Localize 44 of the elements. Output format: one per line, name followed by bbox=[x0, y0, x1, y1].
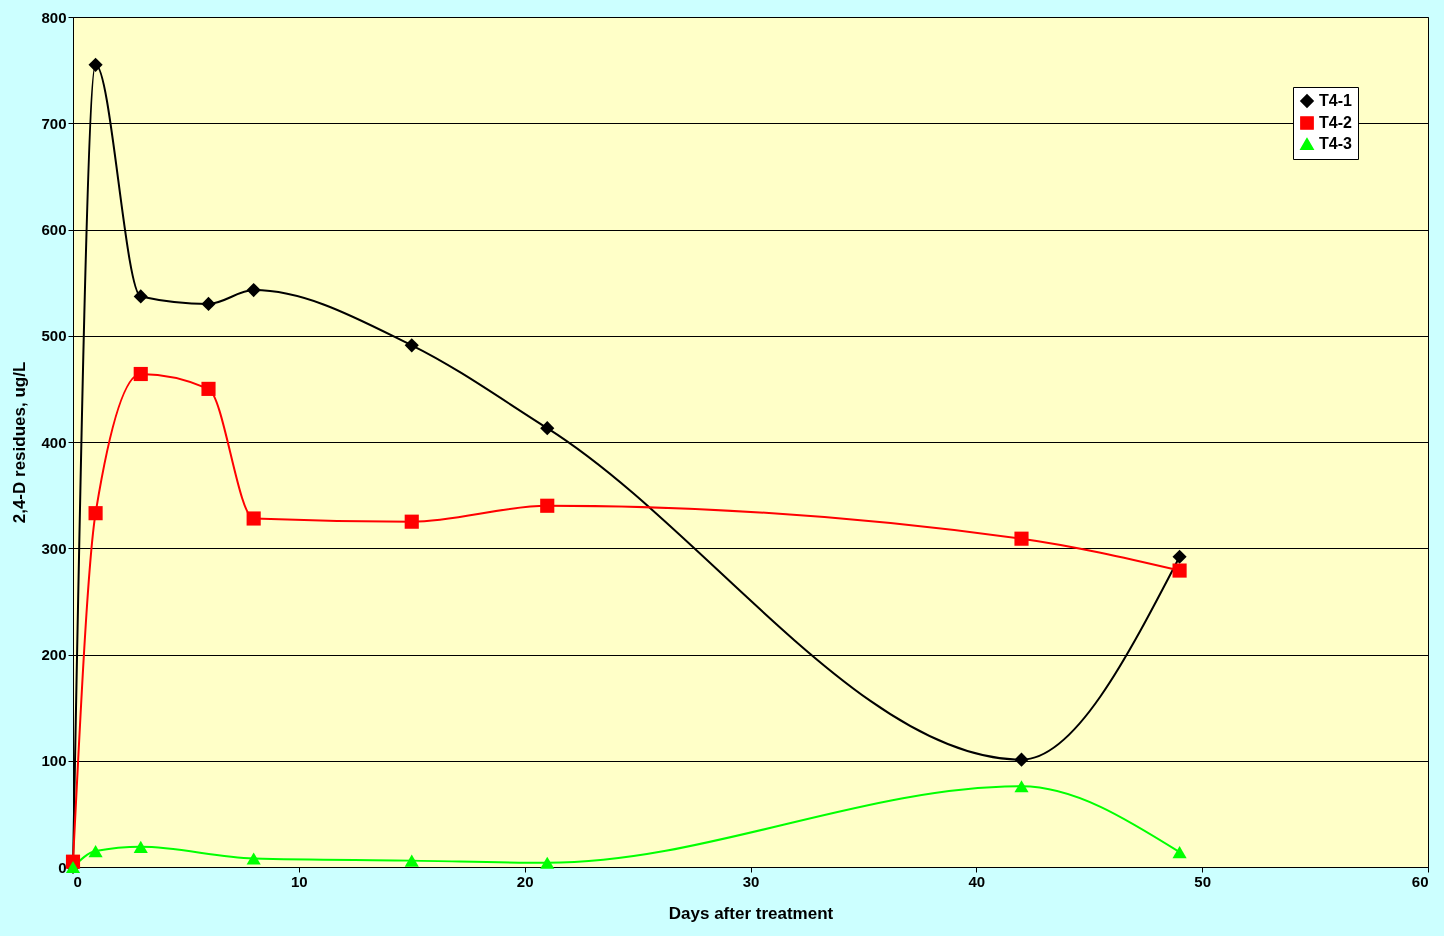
x-tick-label: 60 bbox=[1411, 872, 1429, 890]
legend-label: T4-1 bbox=[1319, 92, 1352, 109]
point bbox=[88, 506, 103, 521]
y-tick-label: 800 bbox=[41, 8, 67, 26]
point bbox=[133, 366, 148, 382]
y-tick-label: 0 bbox=[58, 858, 67, 876]
point bbox=[201, 381, 216, 396]
x-tick-label: 30 bbox=[742, 872, 760, 890]
point bbox=[540, 498, 555, 513]
point bbox=[404, 338, 419, 353]
point bbox=[246, 852, 261, 865]
point bbox=[88, 844, 103, 858]
point bbox=[404, 854, 419, 867]
y-tick-label: 500 bbox=[41, 327, 67, 345]
x-axis-title: Days after treatment bbox=[668, 903, 834, 923]
point bbox=[88, 57, 103, 72]
x-tick-label: 0 bbox=[73, 872, 82, 890]
point bbox=[1172, 549, 1187, 564]
y-tick-label: 400 bbox=[41, 433, 67, 451]
point bbox=[201, 296, 216, 311]
y-tick-label: 600 bbox=[41, 221, 67, 238]
x-tick-label: 50 bbox=[1194, 872, 1212, 890]
point bbox=[1172, 563, 1187, 578]
point bbox=[246, 282, 261, 298]
y-tick-label: 300 bbox=[41, 539, 67, 557]
point bbox=[1172, 846, 1187, 859]
y-axis-title: 2,4-D residues, ug/L bbox=[10, 361, 30, 524]
point bbox=[540, 856, 555, 869]
point bbox=[246, 511, 261, 526]
y-tick-label: 100 bbox=[41, 752, 67, 770]
point bbox=[1014, 531, 1029, 546]
legend-label: T4-2 bbox=[1319, 114, 1352, 131]
y-tick-label: 700 bbox=[41, 114, 67, 132]
point bbox=[133, 840, 148, 853]
point bbox=[1014, 752, 1029, 767]
x-tick-label: 10 bbox=[290, 872, 308, 890]
point bbox=[404, 514, 419, 529]
x-tick-label: 40 bbox=[968, 872, 986, 890]
x-tick-label: 20 bbox=[516, 872, 534, 890]
y-tick-label: 200 bbox=[41, 646, 67, 663]
point bbox=[540, 421, 555, 436]
legend-label: T4-3 bbox=[1319, 135, 1352, 152]
point bbox=[133, 289, 148, 304]
point bbox=[1014, 780, 1029, 793]
